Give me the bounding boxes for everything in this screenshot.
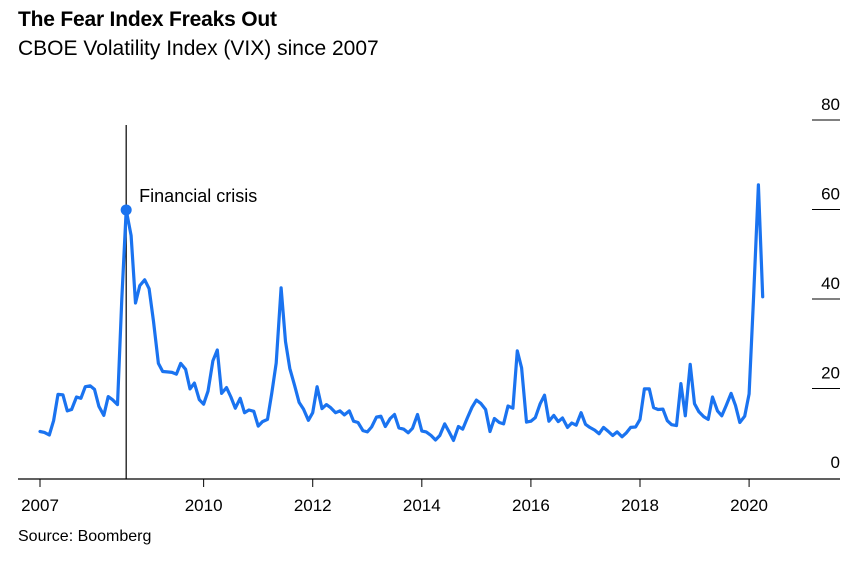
x-tick-label-2012: 2012: [294, 496, 332, 515]
y-axis-gridlines: [812, 119, 840, 389]
y-tick-label-0: 0: [831, 453, 840, 472]
y-tick-label-40: 40: [821, 274, 840, 293]
x-axis-ticks: 2007 2010 2012 2014 2016 2018 2020: [21, 479, 768, 515]
annotation-label: Financial crisis: [139, 186, 257, 206]
x-tick-label-2020: 2020: [730, 496, 768, 515]
vix-series-line: [38, 183, 765, 442]
x-tick-label-2016: 2016: [512, 496, 550, 515]
financial-crisis-annotation: Financial crisis: [125, 125, 257, 479]
x-tick-label-2018: 2018: [621, 496, 659, 515]
y-tick-label-60: 60: [821, 185, 840, 204]
y-axis-tick-labels: 0 20 40 60 80: [821, 95, 840, 472]
x-tick-label-2007: 2007: [21, 496, 59, 515]
x-tick-label-2010: 2010: [185, 496, 223, 515]
annotation-marker: [120, 204, 132, 216]
x-tick-label-2014: 2014: [403, 496, 441, 515]
source-note: Source: Boomberg: [18, 528, 152, 545]
y-tick-label-20: 20: [821, 364, 840, 383]
chart-title: The Fear Index Freaks Out: [18, 8, 277, 31]
chart-subtitle: CBOE Volatility Index (VIX) since 2007: [18, 37, 379, 60]
y-tick-label-80: 80: [821, 95, 840, 114]
